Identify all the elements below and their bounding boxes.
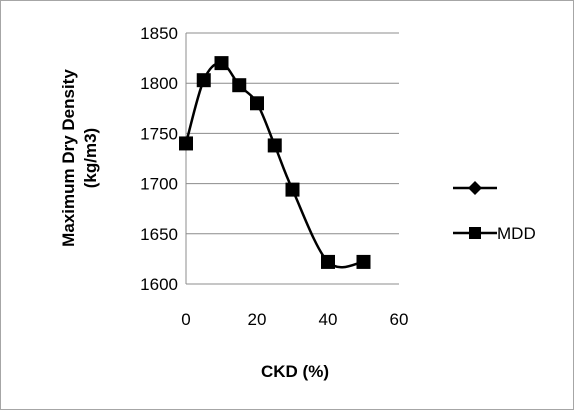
x-tick-label-20: 20 [248,310,267,329]
x-tick-label-60: 60 [390,310,409,329]
legend-entry-mdd: MDD [453,224,536,243]
data-point [214,56,229,71]
legend-entry-series-1 [453,181,497,195]
x-axis-title: CKD (%) [261,362,329,381]
x-axis-ticks: 0 20 40 60 [181,310,408,329]
legend: MDD [453,181,536,243]
legend-label-mdd: MDD [497,224,536,243]
x-tick-label-40: 40 [319,310,338,329]
data-point [356,254,371,269]
series-layer [179,56,371,269]
y-tick-label-1800: 1800 [140,74,178,93]
y-axis-ticks: 1600 1650 1700 1750 1800 1850 [140,24,178,294]
data-point [232,78,247,93]
y-tick-label-1700: 1700 [140,175,178,194]
x-tick-label-0: 0 [181,310,190,329]
y-tick-label-1750: 1750 [140,124,178,143]
y-tick-label-1650: 1650 [140,225,178,244]
data-point [250,96,264,111]
series-mdd [179,56,371,269]
data-point [267,138,282,153]
y-axis-title: Maximum Dry Density (kg/m3) [59,69,100,247]
data-point [196,73,211,88]
gridlines [186,32,399,235]
y-axis-title-line-1: Maximum Dry Density [59,69,78,247]
y-axis-title-line-2: (kg/m3) [81,128,100,188]
legend-diamond-marker [468,181,482,195]
y-tick-label-1600: 1600 [140,275,178,294]
data-point [321,254,335,269]
legend-square-marker [469,227,481,239]
data-point [179,136,193,151]
data-point [285,182,300,197]
y-tick-label-1850: 1850 [140,24,178,43]
